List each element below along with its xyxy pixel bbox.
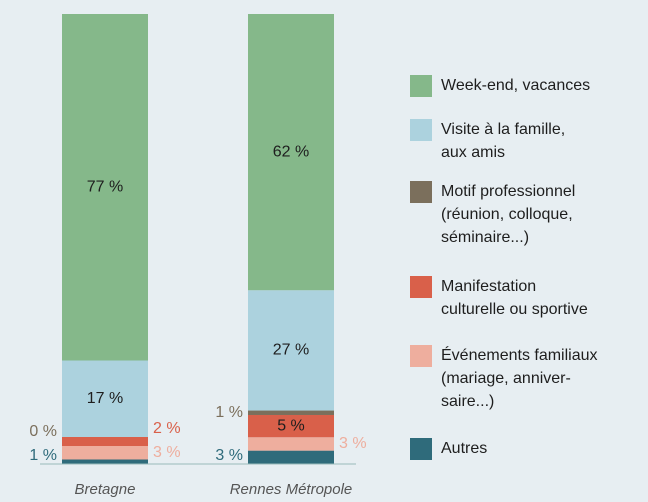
value-label: 5 % — [277, 417, 305, 434]
bar-segment — [248, 414, 334, 438]
x-tick-label: Bretagne — [75, 481, 136, 498]
legend-label: Visite à la famille, aux amis — [441, 121, 565, 161]
bar-segment — [248, 450, 334, 464]
legend-label: Événements familiaux (mariage, anniver-sa… — [441, 345, 598, 410]
bar-segment — [248, 410, 334, 415]
legend-swatch — [410, 345, 432, 367]
bar-segment — [248, 14, 334, 291]
value-label: 62 % — [273, 143, 309, 160]
value-label: 77 % — [87, 178, 123, 195]
value-label: 1 % — [215, 404, 243, 421]
value-label: 3 % — [339, 435, 367, 452]
value-label: 3 % — [215, 447, 243, 464]
value-label: 27 % — [273, 342, 309, 359]
legend-label: Week-end, vacances — [441, 77, 590, 94]
bar-segment — [62, 14, 148, 361]
bar-segment — [62, 459, 148, 464]
value-label: 3 % — [153, 444, 181, 461]
x-tick-label: Rennes Métropole — [230, 481, 353, 498]
legend-label: Autres — [441, 440, 487, 457]
value-label: 17 % — [87, 390, 123, 407]
legend-swatch — [410, 181, 432, 203]
legend-swatch — [410, 276, 432, 298]
bar-segment — [248, 437, 334, 451]
value-label: 1 % — [29, 447, 57, 464]
legend-label: Motif professionnel (réunion, colloque, sé… — [441, 183, 575, 246]
legend-swatch — [410, 438, 432, 460]
bar-segment — [248, 290, 334, 411]
value-label: 0 % — [29, 423, 57, 440]
bar-segment — [62, 446, 148, 460]
bar-segment — [62, 437, 148, 446]
legend-swatch — [410, 119, 432, 141]
value-label: 2 % — [153, 420, 181, 437]
legend-label: Manifestation culturelle ou sportive — [441, 278, 588, 318]
legend-swatch — [410, 75, 432, 97]
bar-segment — [62, 360, 148, 437]
